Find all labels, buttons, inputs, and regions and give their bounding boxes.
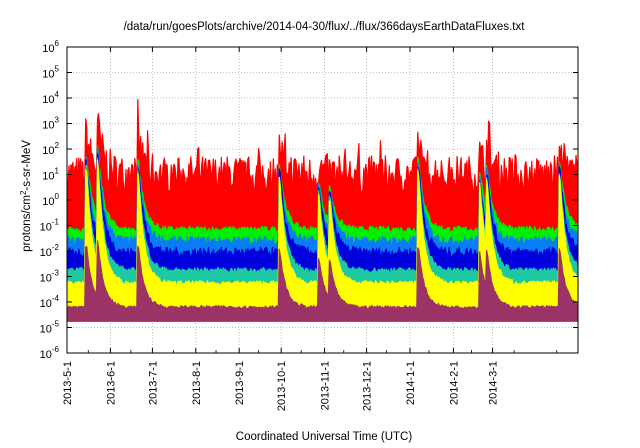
x-tick-label: 2013-7-1	[147, 361, 159, 405]
x-tick-label: 2013-6-1	[105, 361, 117, 405]
series-area	[67, 240, 578, 322]
series-area	[67, 160, 578, 322]
x-tick-label: 2014-2-1	[448, 361, 460, 405]
y-tick-label: 102	[42, 141, 59, 157]
x-tick-label: 2013-5-1	[62, 361, 74, 405]
x-tick-label: 2013-8-1	[191, 361, 203, 405]
chart-title: /data/run/goesPlots/archive/2014-04-30/f…	[124, 21, 526, 33]
y-tick-label: 10-1	[40, 218, 60, 234]
x-axis-label: Coordinated Universal Time (UTC)	[236, 431, 413, 443]
y-tick-label: 10-6	[40, 345, 60, 361]
y-tick-label: 10-2	[40, 243, 60, 259]
y-tick-label: 105	[42, 65, 59, 81]
x-tick-label: 2014-1-1	[405, 361, 417, 405]
y-tick-label: 10-4	[40, 294, 60, 310]
y-tick-label: 101	[42, 167, 59, 183]
y-axis-ticks: 10-6 10-5 10-4 10-3 10-2 10-1 100 101 102 103 104 1…	[40, 39, 578, 361]
y-axis-label: protons/cm2-s-sr-MeV	[19, 140, 33, 252]
data-series	[67, 98, 578, 322]
y-tick-label: 10-3	[40, 269, 60, 285]
x-tick-label: 2014-3-1	[488, 361, 500, 405]
x-tick-label: 2013-11-1	[320, 361, 332, 410]
y-tick-label: 103	[42, 116, 59, 132]
y-tick-label: 104	[42, 90, 59, 106]
y-tick-label: 100	[42, 192, 59, 208]
x-tick-label: 2013-12-1	[362, 361, 374, 411]
x-axis-ticks: 2013-5-1 2013-6-1 2013-7-1 2013-8-1 2013-9-1…	[62, 47, 558, 411]
x-tick-label: 2013-10-1	[276, 361, 288, 411]
x-tick-label: 2013-9-1	[234, 361, 246, 405]
y-tick-label: 106	[42, 39, 59, 55]
y-tick-label: 10-5	[40, 320, 60, 336]
